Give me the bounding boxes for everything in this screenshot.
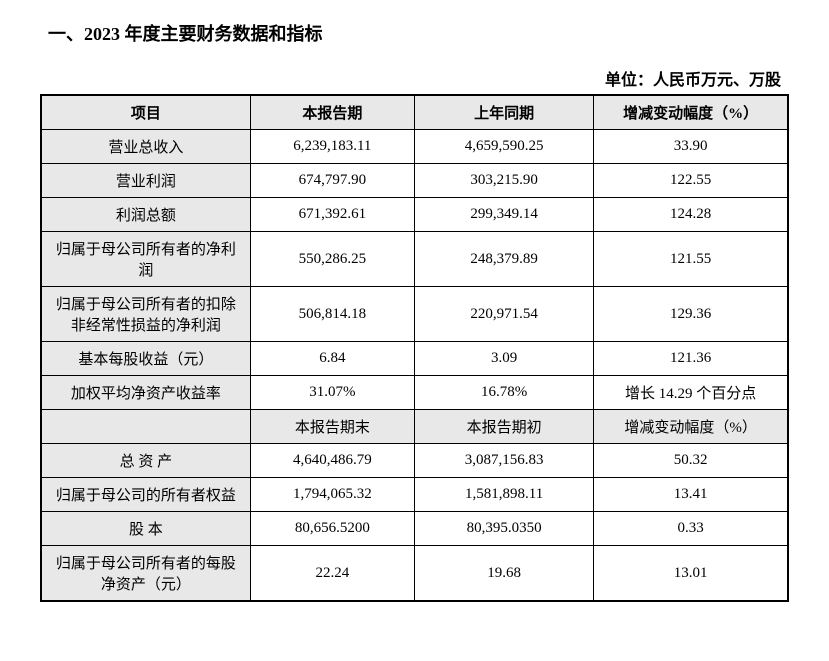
row-current-value: 1,794,065.32	[250, 478, 414, 512]
row-current-value: 674,797.90	[250, 164, 414, 198]
table-row: 加权平均净资产收益率31.07%16.78%增长 14.29 个百分点	[41, 376, 788, 410]
row-current-value: 31.07%	[250, 376, 414, 410]
row-prior-value: 19.68	[414, 546, 593, 602]
row-change-value: 50.32	[594, 444, 788, 478]
row-label: 归属于母公司所有者的扣除非经常性损益的净利润	[41, 287, 250, 342]
row-label: 营业总收入	[41, 130, 250, 164]
row-change-value: 122.55	[594, 164, 788, 198]
subheader-col-change: 增减变动幅度（%）	[594, 410, 788, 444]
subheader-col-prior: 本报告期初	[414, 410, 593, 444]
row-change-value: 33.90	[594, 130, 788, 164]
row-prior-value: 220,971.54	[414, 287, 593, 342]
header-col-current: 本报告期	[250, 95, 414, 130]
row-current-value: 80,656.5200	[250, 512, 414, 546]
header-col-change: 增减变动幅度（%）	[594, 95, 788, 130]
row-label: 总 资 产	[41, 444, 250, 478]
table-row: 总 资 产4,640,486.793,087,156.8350.32	[41, 444, 788, 478]
row-current-value: 550,286.25	[250, 232, 414, 287]
table-row: 归属于母公司所有者的扣除非经常性损益的净利润506,814.18220,971.…	[41, 287, 788, 342]
row-prior-value: 80,395.0350	[414, 512, 593, 546]
row-change-value: 124.28	[594, 198, 788, 232]
table-row: 归属于母公司的所有者权益1,794,065.321,581,898.1113.4…	[41, 478, 788, 512]
row-label: 加权平均净资产收益率	[41, 376, 250, 410]
row-current-value: 6,239,183.11	[250, 130, 414, 164]
row-prior-value: 248,379.89	[414, 232, 593, 287]
row-label: 股 本	[41, 512, 250, 546]
financial-data-table: 项目 本报告期 上年同期 增减变动幅度（%） 营业总收入6,239,183.11…	[40, 94, 789, 602]
row-prior-value: 3.09	[414, 342, 593, 376]
table-row: 股 本80,656.520080,395.03500.33	[41, 512, 788, 546]
header-col-item: 项目	[41, 95, 250, 130]
table-row: 利润总额671,392.61299,349.14124.28	[41, 198, 788, 232]
row-label: 归属于母公司所有者的每股净资产（元）	[41, 546, 250, 602]
row-label: 基本每股收益（元）	[41, 342, 250, 376]
row-change-value: 增长 14.29 个百分点	[594, 376, 788, 410]
subheader-empty	[41, 410, 250, 444]
row-prior-value: 303,215.90	[414, 164, 593, 198]
row-label: 归属于母公司所有者的净利润	[41, 232, 250, 287]
table-subheader-row: 本报告期末本报告期初增减变动幅度（%）	[41, 410, 788, 444]
row-change-value: 13.41	[594, 478, 788, 512]
row-change-value: 129.36	[594, 287, 788, 342]
row-prior-value: 4,659,590.25	[414, 130, 593, 164]
row-label: 营业利润	[41, 164, 250, 198]
table-row: 归属于母公司所有者的净利润550,286.25248,379.89121.55	[41, 232, 788, 287]
row-current-value: 4,640,486.79	[250, 444, 414, 478]
row-current-value: 6.84	[250, 342, 414, 376]
row-prior-value: 299,349.14	[414, 198, 593, 232]
row-change-value: 121.55	[594, 232, 788, 287]
table-header-row: 项目 本报告期 上年同期 增减变动幅度（%）	[41, 95, 788, 130]
row-change-value: 121.36	[594, 342, 788, 376]
section-title: 一、2023 年度主要财务数据和指标	[40, 20, 789, 46]
table-row: 营业利润674,797.90303,215.90122.55	[41, 164, 788, 198]
row-label: 归属于母公司的所有者权益	[41, 478, 250, 512]
row-prior-value: 3,087,156.83	[414, 444, 593, 478]
unit-label: 单位：人民币万元、万股	[40, 66, 789, 90]
table-row: 归属于母公司所有者的每股净资产（元）22.2419.6813.01	[41, 546, 788, 602]
row-prior-value: 1,581,898.11	[414, 478, 593, 512]
table-row: 营业总收入6,239,183.114,659,590.2533.90	[41, 130, 788, 164]
row-current-value: 22.24	[250, 546, 414, 602]
subheader-col-current: 本报告期末	[250, 410, 414, 444]
row-label: 利润总额	[41, 198, 250, 232]
row-prior-value: 16.78%	[414, 376, 593, 410]
row-current-value: 506,814.18	[250, 287, 414, 342]
table-row: 基本每股收益（元）6.843.09121.36	[41, 342, 788, 376]
row-change-value: 13.01	[594, 546, 788, 602]
row-current-value: 671,392.61	[250, 198, 414, 232]
row-change-value: 0.33	[594, 512, 788, 546]
header-col-prior: 上年同期	[414, 95, 593, 130]
